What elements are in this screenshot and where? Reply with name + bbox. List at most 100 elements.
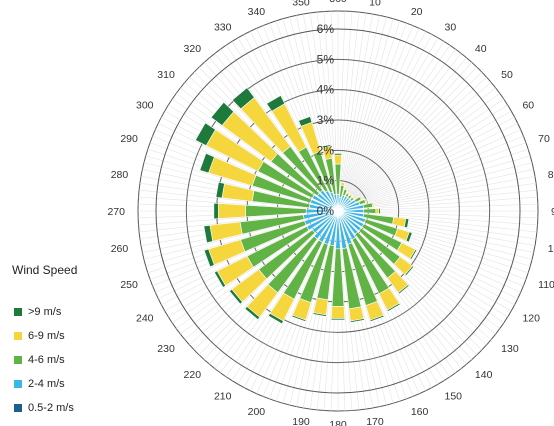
direction-label: 10 [369, 0, 381, 8]
wind-bar-segment [267, 312, 284, 325]
wind-bar-segment [378, 208, 381, 214]
spoke-line [337, 37, 439, 212]
wind-bar-segment [203, 225, 214, 244]
wind-bar-segment [392, 216, 407, 228]
wind-bar-segment [403, 218, 410, 229]
axis-labels: 0% 1% 2% 3% 4% 5% 6% 360 10 20 30 40 50 60 70 80 90 100 11… [107, 0, 554, 426]
spoke-line [337, 53, 462, 212]
legend-label: >9 m/s [28, 306, 62, 318]
spoke-line [337, 12, 360, 212]
legend-item: 4-6 m/s [14, 348, 74, 372]
spoke-line [337, 16, 387, 212]
direction-label: 340 [248, 6, 266, 18]
spoke-line [337, 142, 527, 212]
direction-label: 180 [329, 419, 347, 426]
direction-label: 190 [292, 416, 310, 426]
direction-label: 250 [120, 279, 138, 291]
radial-tick-label: 2% [317, 143, 335, 157]
spoke-line [337, 15, 380, 212]
wind-bar-segment [266, 95, 286, 112]
wind-bar-segment [213, 202, 219, 220]
spoke-line [337, 49, 456, 212]
direction-label: 270 [107, 206, 125, 218]
spoke-line [337, 13, 374, 212]
spoke-line [337, 31, 426, 212]
wind-bar-segment [312, 312, 327, 317]
radial-tick-label: 3% [317, 113, 335, 127]
spoke-line [337, 28, 420, 212]
direction-label: 160 [411, 406, 429, 418]
legend-swatch [14, 404, 22, 412]
legend-item: 0.5-2 m/s [14, 396, 74, 420]
direction-label: 310 [157, 69, 175, 81]
radial-tick-label: 0% [317, 204, 335, 218]
wind-bar-segment [409, 249, 418, 261]
radial-tick-label: 6% [317, 22, 335, 36]
wind-bar-segment [349, 193, 354, 198]
direction-label: 90 [551, 206, 554, 218]
spoke-line [337, 71, 483, 212]
spoke-line [337, 18, 394, 212]
spoke-line [337, 93, 500, 212]
legend-label: 6-9 m/s [28, 330, 65, 342]
legend-swatch [14, 308, 22, 316]
direction-label: 230 [157, 343, 175, 355]
direction-label: 140 [475, 369, 493, 381]
spoke-line [337, 110, 512, 212]
direction-label: 70 [538, 133, 550, 145]
wind-bar-segment [231, 87, 255, 110]
direction-label: 290 [120, 133, 138, 145]
spoke-line [337, 20, 401, 212]
legend-label: 2-4 m/s [28, 378, 65, 390]
wind-bar-segment [199, 152, 215, 174]
wind-bar-segment [218, 203, 246, 219]
legend-item: 6-9 m/s [14, 324, 74, 348]
wind-bar-segment [321, 144, 332, 148]
wind-bar-segment [364, 198, 368, 204]
direction-label: 280 [111, 169, 129, 181]
wind-bar-segment [330, 306, 346, 319]
wind-bar-segment [209, 221, 243, 242]
direction-label: 220 [184, 369, 202, 381]
spoke-line [337, 62, 473, 212]
spoke-line [337, 135, 524, 212]
grid-ring [185, 58, 491, 364]
radial-tick-label: 1% [317, 174, 335, 188]
legend-item: >9 m/s [14, 300, 74, 324]
legend-label: 4-6 m/s [28, 354, 65, 366]
spoke-line [337, 123, 518, 212]
wind-bar-segment [350, 318, 365, 323]
spoke-line [337, 76, 487, 212]
radial-tick-label: 5% [317, 52, 335, 66]
legend: >9 m/s 6-9 m/s 4-6 m/s 2-4 m/s 0.5-2 m/s [14, 300, 74, 420]
wind-bar-segment [404, 265, 415, 277]
spoke-line [337, 104, 508, 212]
direction-label: 80 [548, 169, 554, 181]
direction-label: 210 [214, 390, 232, 402]
spoke-line [337, 34, 433, 212]
spoke-line [337, 12, 367, 212]
wind-bar-segment [194, 122, 216, 146]
wind-bars [194, 87, 418, 325]
direction-label: 360 [329, 0, 347, 5]
direction-label: 240 [136, 313, 154, 325]
wind-bar-segment [351, 195, 356, 200]
direction-label: 50 [501, 69, 513, 81]
wind-bar-segment [371, 202, 375, 208]
spoke-line [337, 148, 529, 212]
wind-bar-segment [244, 306, 261, 321]
spoke-line [337, 116, 515, 212]
direction-label: 100 [548, 243, 554, 255]
spoke-line [337, 98, 504, 212]
wind-bar-segment [359, 195, 363, 200]
wind-bar-segment [375, 208, 380, 214]
spoke-line [337, 66, 478, 212]
direction-label: 150 [445, 390, 463, 402]
spoke-line [337, 45, 451, 212]
direction-label: 170 [366, 416, 384, 426]
legend-label: 0.5-2 m/s [28, 402, 74, 414]
wind-bar-segment [334, 154, 342, 165]
wind-bar-segment [363, 208, 377, 214]
direction-label: 120 [522, 313, 540, 325]
spoke-line [337, 129, 521, 212]
